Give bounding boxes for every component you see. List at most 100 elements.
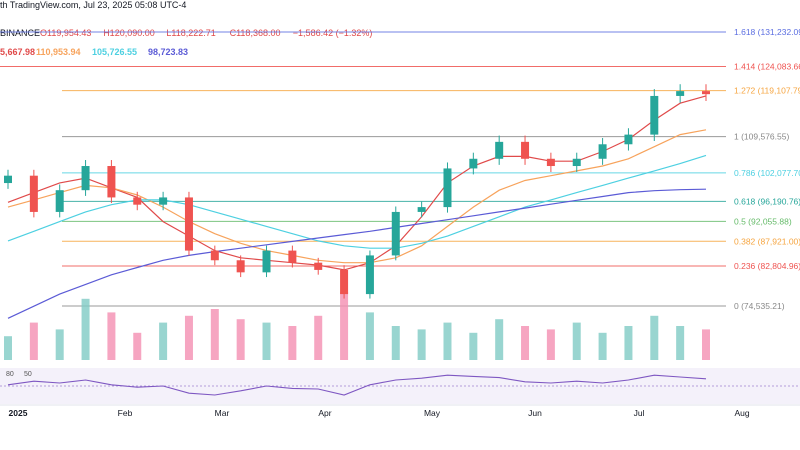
candle-body xyxy=(391,211,400,256)
rsi-label: 80 xyxy=(6,371,14,378)
volume-bar xyxy=(314,315,323,360)
candle-body xyxy=(443,168,452,208)
x-tick-label: 2025 xyxy=(9,408,28,418)
volume-bar xyxy=(702,329,710,360)
fib-label: 0 (74,535.21) xyxy=(734,301,785,311)
time-axis: 2025 Feb Mar Apr May Jun Jul Aug xyxy=(0,404,800,418)
candle-body xyxy=(159,197,168,205)
candle-body xyxy=(417,207,426,212)
rsi-pane: 80 50 xyxy=(0,368,800,404)
ma-value: 98,723.83 xyxy=(148,47,188,57)
volume-bar xyxy=(417,329,426,360)
fib-label: 1.414 (124,083.66) xyxy=(734,62,800,72)
candle-body xyxy=(55,190,64,212)
volume-bar xyxy=(133,332,142,360)
candle-body xyxy=(81,166,90,191)
candle-body xyxy=(314,262,323,270)
volume-bar xyxy=(650,315,659,360)
ma-values-row: 5,667.98 110,953.94 105,726.55 98,723.83 xyxy=(0,47,188,57)
volume-bar xyxy=(288,326,297,360)
ohlc-value: H120,090.00 xyxy=(103,28,155,38)
price-candles xyxy=(4,84,710,299)
volume-bar xyxy=(521,326,530,360)
volume-bar xyxy=(107,312,116,360)
chart-header: th TradingView.com, Jul 23, 2025 05:08 U… xyxy=(0,0,372,57)
fib-label: 1.272 (119,107.79) xyxy=(734,86,800,96)
fib-label: 0.5 (92,055.88) xyxy=(734,216,792,226)
ohlc-row: O119,954.43 H120,090.00 L118,222.71 C118,36… xyxy=(40,28,372,38)
volume-bar xyxy=(676,326,685,360)
moving-average-line xyxy=(7,95,707,271)
volume-bar xyxy=(236,319,245,360)
ma-value: 105,726.55 xyxy=(92,47,137,57)
candle-body xyxy=(340,269,349,295)
rsi-label: 50 xyxy=(24,371,32,378)
moving-average-line xyxy=(7,129,707,264)
volume-bar xyxy=(340,292,349,360)
x-tick-label: Aug xyxy=(734,408,749,418)
x-tick-label: Jun xyxy=(528,408,542,418)
volume-bar xyxy=(4,336,12,360)
candle-body xyxy=(288,250,297,263)
candle-body xyxy=(650,95,659,135)
ohlc-value: O119,954.43 xyxy=(40,28,91,38)
fib-label: 0.618 (96,190.76) xyxy=(734,196,800,206)
x-tick-label: Apr xyxy=(318,408,331,418)
moving-average-line xyxy=(7,188,707,319)
candle-body xyxy=(4,175,12,184)
volume-bar xyxy=(598,332,607,360)
candle-body xyxy=(365,255,374,295)
candle-body xyxy=(676,91,685,96)
ohlc-value: C118,368.00 xyxy=(230,28,281,38)
candle-body xyxy=(598,144,607,159)
moving-averages xyxy=(7,95,707,319)
fib-retracement: 1.618 (131,232.09) 1.414 (124,083.66) 1.27… xyxy=(0,27,800,311)
candle-body xyxy=(572,158,581,167)
volume-bar xyxy=(210,309,219,360)
candle-body xyxy=(624,134,633,145)
volume-bar xyxy=(55,329,64,360)
volume-bar xyxy=(572,322,581,360)
candle-body xyxy=(702,91,710,95)
volume-bar xyxy=(81,298,90,360)
fib-label: 1.618 (131,232.09) xyxy=(734,27,800,37)
volume-bar xyxy=(495,319,504,360)
volume-bar xyxy=(365,312,374,360)
volume-bar xyxy=(443,322,452,360)
candle-body xyxy=(184,197,193,251)
fib-label: 0.786 (102,077.70) xyxy=(734,168,800,178)
fib-label: 0.382 (87,921.00) xyxy=(734,236,800,246)
exchange-text: BINANCE xyxy=(0,28,40,38)
x-tick-label: Feb xyxy=(118,408,133,418)
ma-value: 110,953.94 xyxy=(36,47,81,57)
candle-body xyxy=(495,141,504,159)
fib-label: 1 (109,576.55) xyxy=(734,132,789,142)
volume-bar xyxy=(546,329,555,360)
volume-bars xyxy=(4,292,710,360)
candle-body xyxy=(236,260,245,273)
candle-body xyxy=(107,166,116,198)
candle-body xyxy=(262,250,271,273)
volume-bar xyxy=(29,322,38,360)
candle-body xyxy=(469,158,478,169)
candle-body xyxy=(546,158,555,167)
candle-body xyxy=(521,141,530,159)
volume-bar xyxy=(184,315,193,360)
volume-bar xyxy=(624,326,633,360)
volume-bar xyxy=(469,332,478,360)
candle-body xyxy=(210,250,219,261)
x-tick-label: Jul xyxy=(634,408,645,418)
volume-bar xyxy=(262,322,271,360)
volume-bar xyxy=(391,326,400,360)
fib-label: 0.236 (82,804.96) xyxy=(734,261,800,271)
x-tick-label: May xyxy=(424,408,441,418)
ohlc-value: −1,586.42 (−1.32%) xyxy=(293,28,373,38)
candle-body xyxy=(29,175,38,212)
ma-value: 5,667.98 xyxy=(0,47,35,57)
volume-bar xyxy=(159,322,168,360)
rsi-line xyxy=(7,374,707,396)
x-tick-label: Mar xyxy=(215,408,230,418)
source-text: th TradingView.com, Jul 23, 2025 05:08 U… xyxy=(0,0,186,10)
candle-body xyxy=(133,197,142,205)
